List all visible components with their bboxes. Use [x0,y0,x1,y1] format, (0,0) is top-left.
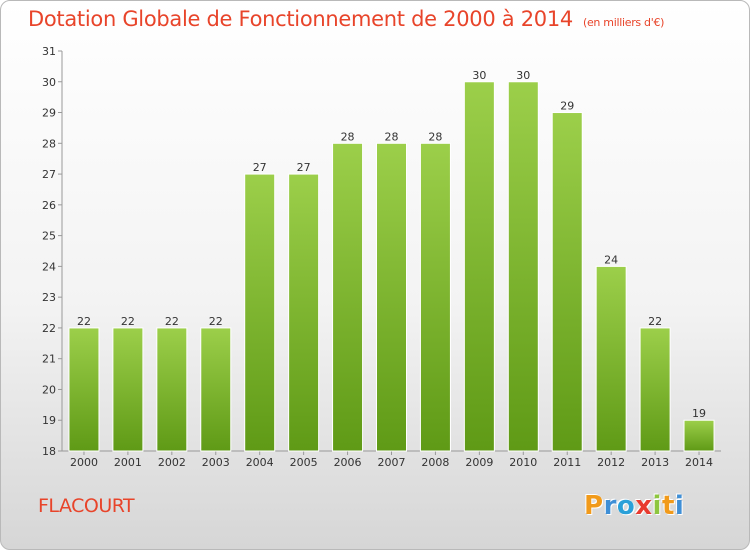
x-tick-label: 2002 [158,456,186,469]
y-tick-label: 22 [42,322,56,335]
y-tick-label: 28 [42,137,56,150]
bar-value-label: 28 [428,130,442,143]
bar-value-label: 30 [472,69,486,82]
title-text: Dotation Globale de Fonctionnement de 20… [28,7,573,31]
x-tick-label: 2006 [334,456,362,469]
bar-value-label: 22 [77,315,91,328]
bar-2003 [200,327,232,452]
y-tick-label: 29 [42,107,56,120]
x-tick-label: 2007 [378,456,406,469]
bar-2007 [376,142,407,452]
bar-2001 [112,327,144,452]
bar-value-label: 27 [297,161,311,174]
bar-2005 [288,173,320,452]
bar-2004 [244,173,276,452]
bar-2008 [419,142,451,452]
bar-value-label: 24 [604,253,618,266]
bar-2011 [551,112,583,452]
bar-2002 [156,327,188,452]
x-tick-label: 2014 [685,456,713,469]
bar-2012 [595,265,627,452]
x-tick-label: 2009 [465,456,493,469]
x-tick-label: 2008 [421,456,449,469]
bar-value-label: 28 [341,130,355,143]
x-tick-label: 2000 [70,456,98,469]
bar-value-label: 29 [560,100,574,113]
chart-title: Dotation Globale de Fonctionnement de 20… [28,7,664,31]
x-tick-label: 2012 [597,456,625,469]
bar-2014 [683,419,715,452]
bar-value-label: 22 [648,315,662,328]
bar-value-label: 22 [209,315,223,328]
bar-value-label: 22 [121,315,135,328]
y-tick-label: 19 [42,414,56,427]
y-tick-label: 23 [42,291,56,304]
proxiti-logo: Proxiti [584,491,685,521]
bar-value-label: 19 [692,407,706,420]
y-tick-label: 18 [42,445,56,458]
x-tick-label: 2003 [202,456,230,469]
bar-2010 [507,81,539,452]
y-tick-label: 31 [42,45,56,58]
y-tick-label: 21 [42,353,56,366]
bar-value-label: 30 [516,69,530,82]
town-name: FLACOURT [38,495,135,517]
x-tick-label: 2004 [246,456,274,469]
x-tick-label: 2010 [509,456,537,469]
bar-value-label: 27 [253,161,267,174]
bar-2013 [639,327,671,452]
bar-2006 [332,142,364,452]
y-tick-label: 25 [42,230,56,243]
bar-2009 [463,81,495,452]
bar-value-label: 28 [385,130,399,143]
bar-2000 [68,327,100,452]
y-tick-label: 26 [42,199,56,212]
x-tick-label: 2001 [114,456,142,469]
y-tick-label: 27 [42,168,56,181]
y-tick-label: 20 [42,383,56,396]
x-tick-label: 2005 [290,456,318,469]
unit-label: (en milliers d'€) [582,16,665,29]
y-tick-label: 24 [42,260,56,273]
x-tick-label: 2011 [553,456,581,469]
y-tick-label: 30 [42,76,56,89]
x-tick-label: 2013 [641,456,669,469]
bar-value-label: 22 [165,315,179,328]
